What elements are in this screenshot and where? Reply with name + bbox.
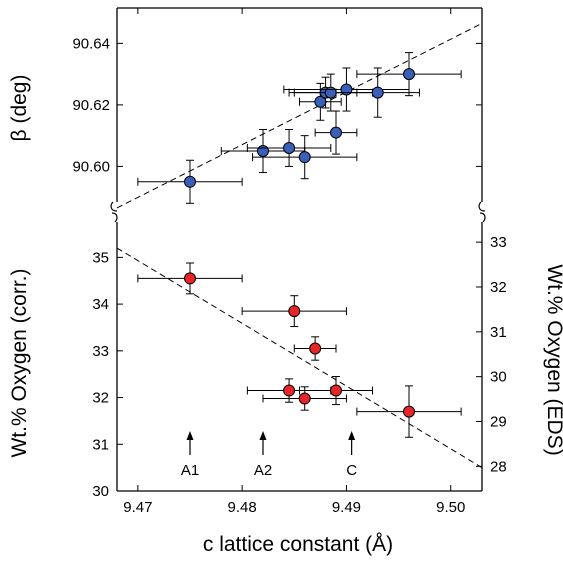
bottom-fit-line <box>116 247 483 469</box>
x-axis-title: c lattice constant (Å) <box>203 533 393 556</box>
marker-label: C <box>346 462 357 479</box>
top-data-point <box>330 126 342 139</box>
top-y-tick-label: 90.60 <box>72 158 110 175</box>
bottom-y-tick-label: 33 <box>92 343 109 360</box>
x-tick-label: 9.49 <box>332 499 361 516</box>
bottom-y-tick-label: 32 <box>92 390 109 407</box>
axis-break-marks <box>110 201 486 223</box>
bottom-right-y-tick-label: 30 <box>490 369 507 386</box>
top-data-point <box>371 86 384 99</box>
bottom-y-tick-label: 31 <box>92 436 109 453</box>
bottom-right-y-tick-label: 32 <box>490 279 507 296</box>
bottom-data-point <box>283 384 296 397</box>
bottom-data-point <box>184 272 196 285</box>
bottom-right-y-tick-label: 28 <box>490 458 507 475</box>
marker-label: A2 <box>254 462 272 479</box>
bottom-y-tick-label: 34 <box>92 296 109 313</box>
x-tick-label: 9.47 <box>123 499 152 516</box>
bottom-data-point <box>309 342 322 355</box>
marker-arrow-head <box>259 431 267 440</box>
left-axis-break <box>110 201 118 223</box>
top-y-tick-label: 90.64 <box>72 35 110 52</box>
top-data-point <box>298 151 311 164</box>
bottom-data-point <box>288 305 301 318</box>
bottom-right-y-tick-label: 31 <box>490 324 507 341</box>
x-tick-label: 9.48 <box>228 499 257 516</box>
bottom-data-point <box>330 384 342 397</box>
top-data-point <box>340 83 353 96</box>
right-axis-break <box>478 201 486 223</box>
x-tick-label: 9.50 <box>436 499 465 516</box>
bottom-data-point <box>298 392 311 405</box>
bottom-right-y-tick-label: 33 <box>490 234 507 251</box>
top-data-point <box>283 141 296 154</box>
top-data-point <box>184 175 196 188</box>
plot-area: 9.47 9.48 9.49 9.50 90.60 90.62 90.64 30 31 32 33 3… <box>72 7 507 516</box>
bottom-y-tick-label: 30 <box>92 483 109 500</box>
top-fit-line <box>116 22 483 209</box>
bottom-data-point <box>403 405 415 418</box>
bottom-right-y-tick-label: 29 <box>490 414 507 431</box>
marker-arrow-head <box>348 431 356 440</box>
bottom-y-tick-label: 35 <box>92 249 109 266</box>
marker-label: A1 <box>181 462 199 479</box>
top-data-point <box>257 145 269 158</box>
bottom-left-y-axis-title: Wt.% Oxygen (corr.) <box>8 268 31 457</box>
top-data-point <box>324 86 337 99</box>
top-y-axis-title: β (deg) <box>8 75 31 142</box>
bottom-right-y-axis-title: Wt.% Oxygen (EDS) <box>543 264 563 455</box>
top-data-point <box>403 68 415 81</box>
marker-arrow-head <box>186 431 194 440</box>
top-y-tick-label: 90.62 <box>72 97 110 114</box>
